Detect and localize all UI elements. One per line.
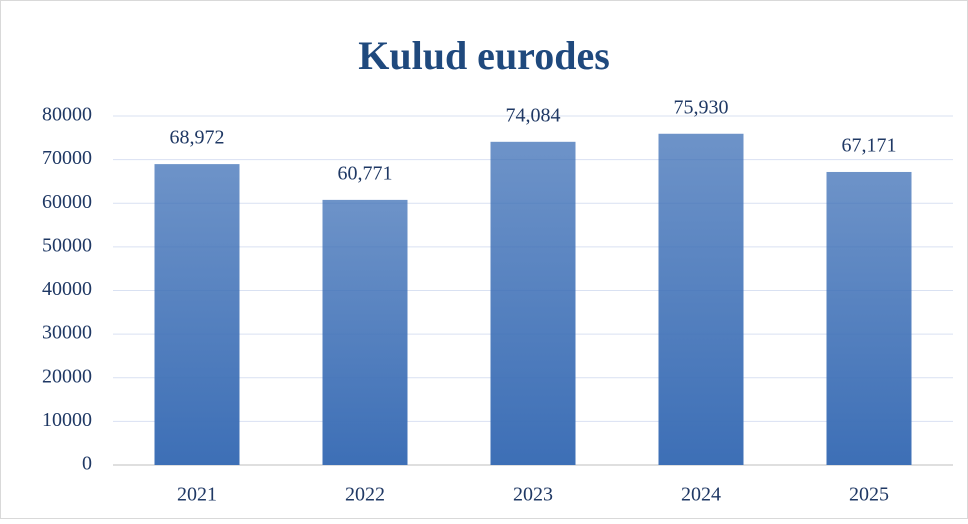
bar [154,164,240,465]
bar [490,141,576,466]
data-label: 74,084 [506,104,561,126]
data-label: 67,171 [842,135,897,157]
data-label: 75,930 [674,96,729,118]
labels: 0 10000 20000 30000 40000 50000 60000 70000 8000… [42,96,897,505]
y-tick-label: 20000 [42,365,92,387]
x-tick-label: 2021 [177,484,217,506]
bar [322,199,408,465]
y-tick-label: 80000 [42,104,92,126]
x-tick-label: 2024 [681,484,721,506]
y-tick-label: 30000 [42,322,92,344]
y-tick-label: 50000 [42,234,92,256]
y-tick-label: 10000 [42,409,92,431]
bars [154,133,912,466]
x-tick-label: 2025 [849,484,889,506]
y-tick-label: 60000 [42,191,92,213]
data-label: 68,972 [170,127,225,149]
y-tick-label: 70000 [42,147,92,169]
data-label: 60,771 [338,162,393,184]
y-tick-label: 0 [82,453,92,475]
x-tick-label: 2022 [345,484,385,506]
bar [658,133,744,465]
chart-title: Kulud eurodes [358,33,610,78]
y-tick-label: 40000 [42,278,92,300]
x-tick-label: 2023 [513,484,553,506]
bar [826,171,912,466]
